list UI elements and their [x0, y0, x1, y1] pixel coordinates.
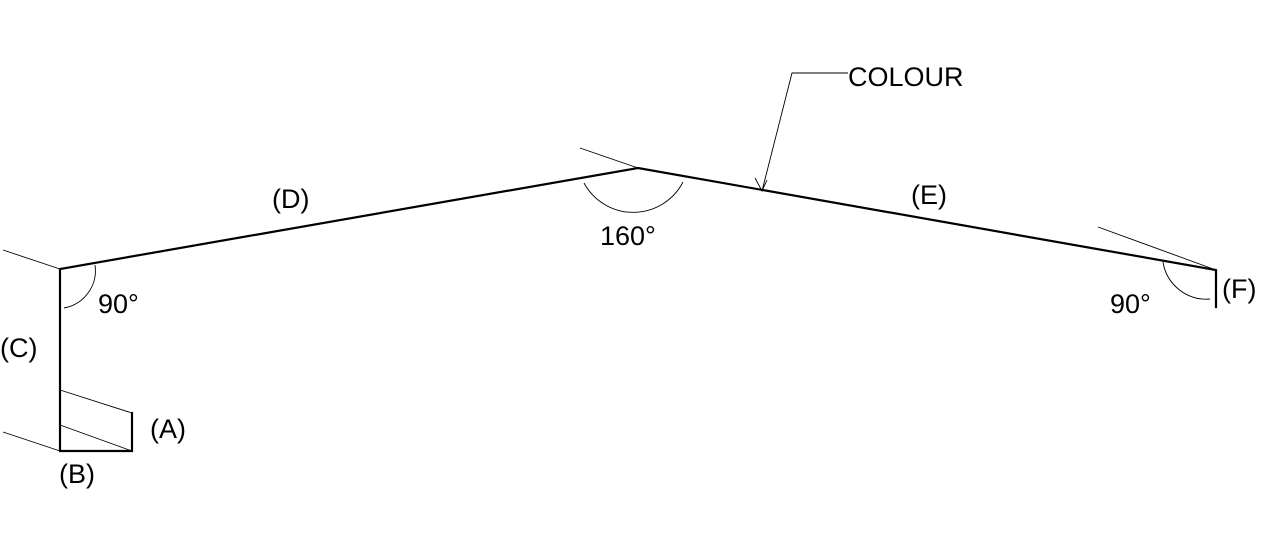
label-b: (B) — [59, 459, 95, 489]
angle-arc-right — [1162, 261, 1211, 300]
extension-line-apex — [579, 147, 639, 169]
label-f: (F) — [1222, 274, 1256, 304]
extension-line-bottom-left — [2, 431, 61, 452]
label-c: (C) — [0, 333, 37, 363]
colour-leader-line — [761, 72, 848, 192]
angle-arc-apex — [583, 181, 684, 213]
label-a: (A) — [150, 414, 186, 444]
profile-outline — [58, 166, 1218, 453]
extension-line-right — [1097, 226, 1217, 271]
angle-label-left: 90° — [98, 289, 139, 319]
angle-label-apex: 160° — [600, 221, 656, 251]
colour-leader-arrowhead — [754, 177, 768, 193]
extension-line-hem-top — [59, 389, 133, 414]
extension-line-left-top — [2, 249, 61, 270]
angle-arc-left — [63, 264, 96, 309]
angle-label-right: 90° — [1110, 289, 1151, 319]
extension-line-hem-diagonal — [59, 424, 133, 452]
label-e: (E) — [911, 180, 947, 210]
label-d: (D) — [272, 184, 309, 214]
colour-callout-text: COLOUR — [848, 62, 964, 92]
